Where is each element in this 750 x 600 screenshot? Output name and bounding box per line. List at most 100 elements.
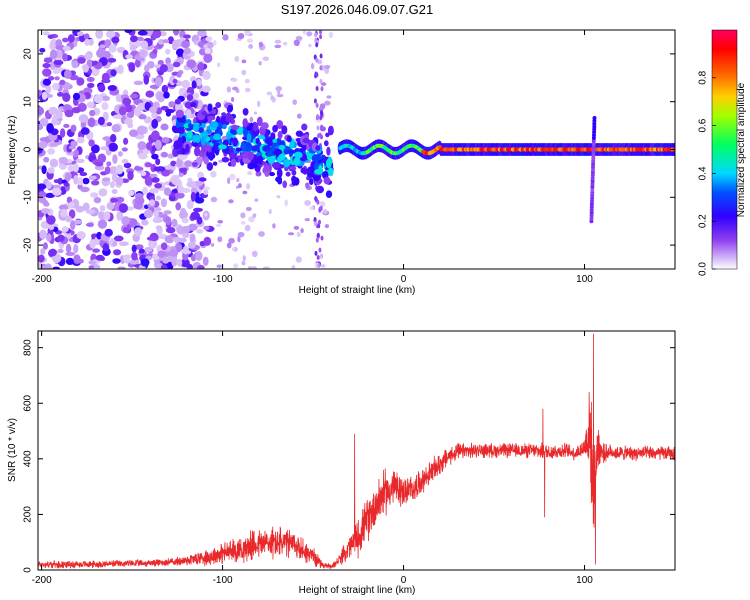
noise-blob [249,116,254,123]
noise-blob [116,211,124,220]
noise-blob [245,206,252,212]
noise-blob [74,219,82,225]
noise-blob [151,118,159,129]
noise-blob [152,48,158,55]
noise-blob [101,102,109,111]
noise-blob [104,210,111,221]
noise-blob [82,64,89,73]
trace-blob [323,140,329,147]
noise-blob [65,243,72,254]
trace-blob [309,178,314,185]
trace-blob [230,151,236,160]
noise-blob [80,186,90,193]
streak-blob [315,237,319,243]
noise-blob [114,235,124,242]
noise-blob [237,231,245,238]
streak-blob [319,34,323,40]
noise-blob [92,248,101,253]
spike-blob [589,202,594,206]
noise-blob [165,216,172,226]
trace-blob [268,172,276,177]
noise-blob [86,101,95,109]
trace-blob [265,137,272,145]
spectrogram-x-label: Height of straight line (km) [299,285,416,296]
spike-blob [592,130,597,135]
trace-blob [245,141,251,149]
spike-blob [589,210,594,215]
noise-blob [86,76,95,82]
noise-blob [59,128,66,138]
noise-blob [43,156,50,163]
noise-blob [196,78,202,87]
spike-blob [589,219,594,224]
trace-blob [173,140,182,151]
streak-blob [318,247,322,253]
noise-blob [212,40,217,46]
noise-blob [204,212,208,217]
trace-blob [323,176,331,185]
noise-blob [231,78,238,82]
noise-blob [96,48,105,58]
noise-blob [233,263,239,269]
noise-blob [88,265,95,269]
noise-blob [65,257,75,265]
trace-blob [206,162,214,171]
noise-blob [88,139,95,147]
noise-blob [136,125,147,135]
spike-blob [592,116,597,120]
noise-blob [73,174,79,185]
trace-blob [270,146,276,152]
noise-blob [115,196,125,203]
noise-blob [328,31,334,39]
noise-blob [192,92,200,100]
noise-blob [84,38,91,46]
noise-blob [121,147,128,152]
noise-blob [112,154,118,164]
trace-blob [209,135,215,141]
noise-blob [232,86,239,91]
noise-blob [131,251,138,261]
trace-blob [327,125,334,136]
trace-blob [181,148,186,155]
noise-blob [129,259,140,265]
trace-blob [227,132,233,139]
noise-blob [105,30,116,39]
noise-blob [108,44,117,53]
trace-blob [293,151,303,159]
trace-blob [187,123,194,128]
noise-blob [55,109,63,119]
noise-blob [215,223,222,227]
noise-blob [231,247,236,251]
noise-blob [69,220,76,231]
noise-blob [77,136,85,144]
spike-blob [590,190,595,195]
spike-blob [591,136,596,140]
noise-blob [54,76,60,81]
noise-blob [182,232,190,238]
trace-blob [221,123,227,130]
spike-blob [591,167,595,172]
noise-blob [73,254,81,265]
spike-blob [591,159,596,163]
noise-blob [59,79,66,86]
trace-blob [276,168,283,178]
trace-blob [225,113,234,123]
spike-blob [592,127,597,132]
noise-blob [171,218,178,228]
trace-blob [255,170,262,177]
noise-blob [51,187,62,196]
spike-blob [590,193,595,198]
noise-blob [46,233,52,242]
noise-blob [76,77,85,86]
trace-blob [213,133,222,141]
noise-blob [57,177,63,185]
noise-blob [149,188,160,194]
trace-blob [325,132,330,138]
noise-blob [65,251,76,257]
trace-blob [193,142,198,147]
trace-blob [295,130,304,137]
noise-blob [183,47,192,55]
trace-blob [281,125,288,135]
noise-blob [258,41,264,48]
noise-blob [152,101,160,109]
